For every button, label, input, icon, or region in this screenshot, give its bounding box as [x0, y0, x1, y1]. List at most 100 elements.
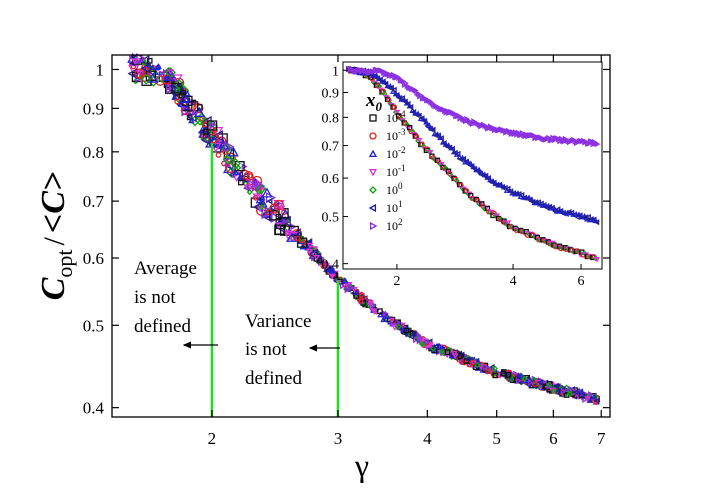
data-point: [140, 71, 151, 82]
inset-y-tick-label: 0.5: [322, 211, 340, 226]
y-tick-label: 0.8: [83, 143, 104, 162]
data-point: [140, 62, 151, 74]
data-point: [306, 248, 313, 255]
data-point: [353, 294, 360, 301]
data-point: [371, 308, 379, 315]
inset-data-point: [391, 104, 398, 110]
legend-label-6: 102: [386, 217, 403, 233]
data-point: [147, 72, 159, 83]
legend-marker-1: [369, 132, 377, 140]
data-point: [424, 338, 431, 346]
inset-x-tick-label: 2: [393, 274, 400, 289]
data-point: [134, 68, 145, 79]
data-point: [295, 230, 302, 238]
data-point: [351, 286, 358, 293]
data-point: [566, 390, 574, 397]
data-point: [173, 78, 185, 90]
inset-data-point: [391, 86, 397, 93]
inset-y-tick-label: 0.8: [322, 111, 340, 126]
data-point: [140, 73, 152, 85]
data-point: [546, 381, 553, 388]
data-point: [282, 218, 289, 226]
data-point: [174, 98, 180, 105]
inset-y-tick-label: 0.4: [322, 258, 340, 273]
inset-plot: 2 4 60.40.50.60.70.80.91 x0 10-410-310-210…: [322, 61, 603, 289]
data-point: [287, 232, 299, 243]
data-point: [320, 263, 327, 269]
data-point: [367, 300, 374, 307]
data-point: [308, 248, 319, 260]
data-point: [266, 197, 273, 205]
inset-x-tick-label: 4: [510, 274, 517, 289]
data-point: [328, 267, 336, 274]
legend-title: x0: [365, 90, 383, 114]
main-axis-ticks: 2 3 4 5 6 7 0.4 0.5 0.6 0.7 0.8 0.9 1: [83, 55, 610, 448]
data-point: [323, 261, 330, 269]
inset-data-point: [423, 119, 430, 125]
data-point: [285, 231, 298, 242]
y-tick-label: 1: [96, 60, 105, 79]
inset-data-point: [400, 78, 407, 85]
inset-x-tick-label: 6: [578, 274, 585, 289]
inset-data-point: [593, 257, 601, 263]
data-point: [313, 254, 320, 261]
inset-data-point: [373, 72, 380, 78]
data-point: [388, 317, 396, 324]
annotation-variance-line3: defined: [245, 368, 302, 389]
data-point: [316, 257, 323, 264]
data-point: [409, 330, 416, 337]
data-point: [382, 310, 389, 318]
inset-data-point: [594, 141, 601, 148]
data-point: [269, 210, 280, 221]
inset-data-point: [429, 126, 436, 133]
data-point: [532, 381, 538, 387]
data-point: [391, 324, 398, 331]
inset-data-point: [408, 128, 414, 135]
data-point: [203, 128, 209, 135]
x-tick-label: 4: [423, 429, 432, 448]
data-point: [406, 332, 413, 339]
annotations: Average is not defined Variance is not d…: [134, 258, 340, 389]
inset-data-point: [414, 134, 420, 140]
data-point: [230, 158, 241, 169]
inset-data-point: [438, 135, 444, 142]
data-point: [206, 120, 218, 131]
data-point: [339, 282, 346, 290]
data-point: [232, 169, 240, 176]
data-point: [167, 69, 174, 76]
data-point: [491, 365, 498, 372]
inset-data-point: [584, 215, 591, 222]
inset-data-point: [437, 161, 444, 168]
inset-data-point: [505, 220, 512, 227]
data-point: [527, 379, 534, 387]
data-point: [208, 133, 219, 144]
data-point: [344, 286, 351, 294]
y-tick-label: 0.7: [83, 192, 105, 211]
data-point: [448, 352, 456, 359]
inset-data-point: [492, 212, 499, 219]
legend-marker-6: [369, 221, 378, 231]
data-point: [403, 327, 410, 334]
data-point: [294, 235, 301, 242]
data-point: [348, 284, 355, 292]
data-point: [395, 323, 402, 330]
data-point: [171, 83, 182, 94]
data-point: [469, 359, 476, 366]
data-point: [192, 109, 199, 116]
data-point: [200, 134, 211, 146]
data-point: [445, 346, 453, 353]
data-point: [274, 224, 286, 235]
inset-y-tick-label: 0.6: [322, 172, 340, 187]
legend-label-3: 10-1: [386, 163, 406, 179]
data-point: [131, 58, 138, 65]
data-point: [362, 301, 369, 308]
data-point: [224, 141, 235, 153]
data-point: [165, 67, 176, 79]
data-point: [215, 152, 222, 158]
data-point: [380, 316, 387, 323]
inset-data-point: [416, 137, 423, 144]
inset-data-point: [394, 109, 401, 116]
y-tick-label: 0.6: [83, 249, 104, 268]
data-point: [156, 72, 168, 84]
inset-data-point: [494, 213, 501, 219]
